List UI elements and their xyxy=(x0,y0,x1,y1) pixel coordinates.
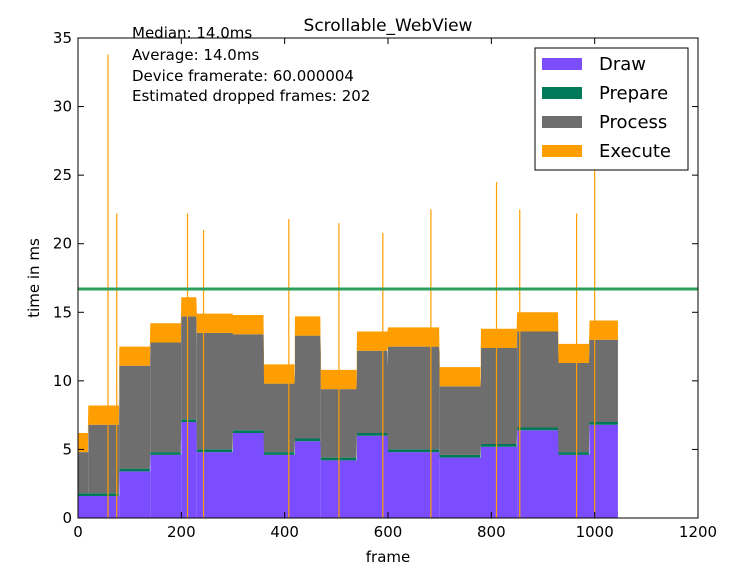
y-axis: 0 5 10 15 20 25 30 35 xyxy=(53,29,698,527)
segment-draw-10 xyxy=(388,452,440,518)
series-draw xyxy=(78,422,618,518)
segment-process-0 xyxy=(78,452,89,494)
annotation-median: Median: 14.0ms xyxy=(132,24,252,42)
segment-process-15 xyxy=(558,332,590,453)
annotation-framerate: Device framerate: 60.000004 xyxy=(132,67,354,85)
segment-draw-9 xyxy=(357,435,388,518)
y-tick-label: 10 xyxy=(53,372,72,390)
annotation-dropped-frames: Estimated dropped frames: 202 xyxy=(132,87,370,105)
legend-swatch-execute xyxy=(542,145,582,157)
y-tick-label: 35 xyxy=(53,29,72,47)
legend: Draw Prepare Process Execute xyxy=(534,47,689,171)
segment-draw-5 xyxy=(233,432,264,518)
legend-swatch-prepare xyxy=(542,87,582,99)
series-execute xyxy=(78,297,618,453)
legend-label-prepare: Prepare xyxy=(599,83,668,104)
segment-process-4 xyxy=(181,316,197,450)
segment-draw-3 xyxy=(181,422,197,518)
segment-draw-14 xyxy=(558,454,590,518)
legend-swatch-process xyxy=(542,116,582,128)
segment-draw-4 xyxy=(196,452,233,518)
x-axis-label: frame xyxy=(366,548,410,566)
chart-title: Scrollable_WebView xyxy=(304,16,473,36)
legend-label-execute: Execute xyxy=(599,141,671,162)
segment-execute-0 xyxy=(78,297,618,453)
y-tick-label: 25 xyxy=(53,166,72,184)
segment-draw-6 xyxy=(264,454,295,518)
segment-draw-15 xyxy=(589,424,618,518)
y-tick-label: 0 xyxy=(62,509,72,527)
segment-process-3 xyxy=(150,309,182,453)
stats-annotations: Median: 14.0ms Average: 14.0ms Device fr… xyxy=(132,24,370,105)
x-tick-label: 200 xyxy=(167,523,196,541)
x-tick-label: 1200 xyxy=(679,523,717,541)
x-tick-label: 0 xyxy=(73,523,83,541)
segment-process-11 xyxy=(388,346,440,455)
legend-swatch-draw xyxy=(542,58,582,70)
segment-draw-2 xyxy=(150,454,182,518)
y-tick-label: 30 xyxy=(53,98,72,116)
spike-layer xyxy=(107,54,596,518)
y-tick-label: 15 xyxy=(53,303,72,321)
annotation-average: Average: 14.0ms xyxy=(132,46,259,64)
segment-process-16 xyxy=(589,339,618,422)
segment-draw-0 xyxy=(78,496,120,518)
legend-label-process: Process xyxy=(599,112,667,133)
series-process xyxy=(78,309,618,494)
segment-process-8 xyxy=(295,335,321,458)
segment-draw-12 xyxy=(481,446,518,518)
x-axis: 0 200 400 600 800 1000 1200 xyxy=(73,38,717,541)
y-tick-label: 5 xyxy=(62,440,72,458)
segment-process-10 xyxy=(357,350,388,450)
bars-layer xyxy=(78,297,618,518)
segment-process-12 xyxy=(439,375,481,455)
y-axis-label: time in ms xyxy=(25,238,43,318)
x-tick-label: 400 xyxy=(270,523,299,541)
segment-process-13 xyxy=(481,331,518,444)
segment-process-5 xyxy=(196,313,233,450)
segment-draw-13 xyxy=(517,430,559,518)
segment-process-1 xyxy=(88,400,120,494)
y-tick-label: 20 xyxy=(53,235,72,253)
segment-draw-11 xyxy=(439,457,481,518)
x-tick-label: 1000 xyxy=(576,523,614,541)
segment-process-2 xyxy=(119,349,151,469)
segment-draw-7 xyxy=(295,441,321,518)
legend-label-draw: Draw xyxy=(599,54,646,75)
segment-process-14 xyxy=(517,331,559,453)
segment-process-7 xyxy=(264,369,295,453)
x-tick-label: 600 xyxy=(374,523,403,541)
segment-draw-1 xyxy=(119,471,151,518)
segment-process-6 xyxy=(233,334,264,453)
x-tick-label: 800 xyxy=(477,523,506,541)
